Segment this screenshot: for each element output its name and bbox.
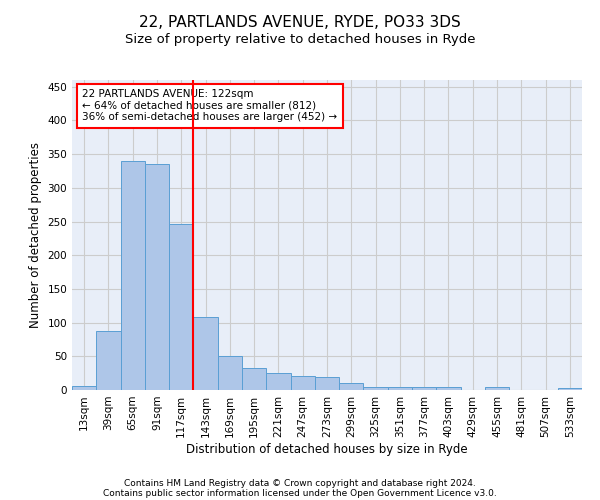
Y-axis label: Number of detached properties: Number of detached properties [29, 142, 42, 328]
Bar [242, 368, 266, 390]
Bar [169, 224, 193, 390]
Bar [193, 316, 218, 390]
Bar [121, 161, 145, 390]
Bar [290, 376, 315, 390]
Bar [266, 373, 290, 390]
Text: Size of property relative to detached houses in Ryde: Size of property relative to detached ho… [125, 32, 475, 46]
Bar [388, 386, 412, 390]
Bar [72, 386, 96, 390]
Text: 22 PARTLANDS AVENUE: 122sqm
← 64% of detached houses are smaller (812)
36% of se: 22 PARTLANDS AVENUE: 122sqm ← 64% of det… [82, 90, 337, 122]
Bar [412, 388, 436, 390]
X-axis label: Distribution of detached houses by size in Ryde: Distribution of detached houses by size … [186, 442, 468, 456]
Text: 22, PARTLANDS AVENUE, RYDE, PO33 3DS: 22, PARTLANDS AVENUE, RYDE, PO33 3DS [139, 15, 461, 30]
Bar [558, 388, 582, 390]
Bar [485, 388, 509, 390]
Bar [436, 388, 461, 390]
Bar [364, 386, 388, 390]
Text: Contains HM Land Registry data © Crown copyright and database right 2024.: Contains HM Land Registry data © Crown c… [124, 478, 476, 488]
Bar [218, 356, 242, 390]
Bar [145, 164, 169, 390]
Text: Contains public sector information licensed under the Open Government Licence v3: Contains public sector information licen… [103, 488, 497, 498]
Bar [315, 376, 339, 390]
Bar [96, 330, 121, 390]
Bar [339, 384, 364, 390]
